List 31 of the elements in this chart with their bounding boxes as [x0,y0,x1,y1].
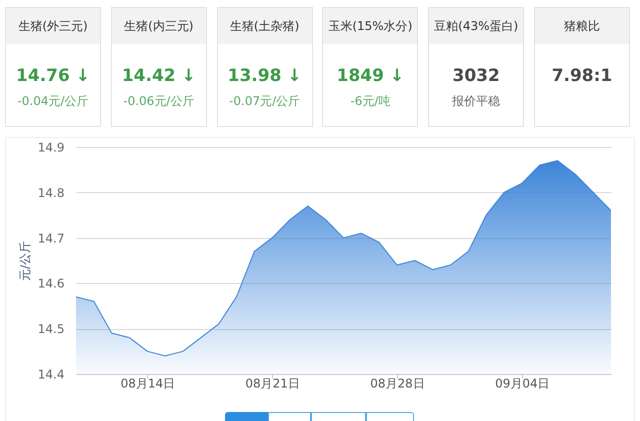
text: 1849 ↓ [336,66,404,86]
x-tick-label: 08月14日 [120,376,176,390]
text: 7.98:1 [552,66,612,86]
text: 生猪(外三元) [18,18,88,34]
text: 生猪(内三元) [124,18,194,34]
x-tick-label: 08月21日 [245,376,300,390]
tab-button[interactable] [311,412,366,421]
y-tick-label: 14.9 [38,140,64,154]
text: 13.98 ↓ [228,66,302,86]
text: -0.06元/公斤 [123,92,194,110]
text: 3032 [452,66,500,86]
tab-button[interactable] [268,412,311,421]
text: 豆粕(43%蛋白) [434,18,518,34]
text: 玉米(15%水分) [328,18,412,34]
y-axis-title: 元/公斤 [18,240,32,282]
text: -0.07元/公斤 [229,92,300,110]
text: 14.76 ↓ [16,66,90,86]
text: 报价平稳 [452,92,500,110]
text: 生猪(土杂猪) [230,18,300,34]
y-tick-label: 14.4 [38,368,64,382]
y-tick-label: 14.6 [38,276,64,291]
text: -6元/吨 [350,92,390,110]
tab-button[interactable] [366,412,414,421]
text: -0.04元/公斤 [17,92,89,110]
y-tick-label: 14.8 [38,186,64,200]
text: 14.42 ↓ [122,66,196,86]
x-tick-label: 08月28日 [370,376,425,390]
text: 猪粮比 [564,18,600,34]
y-tick-label: 14.7 [38,231,64,246]
x-tick-label: 09月04日 [495,376,550,390]
y-tick-label: 14.5 [38,322,64,336]
